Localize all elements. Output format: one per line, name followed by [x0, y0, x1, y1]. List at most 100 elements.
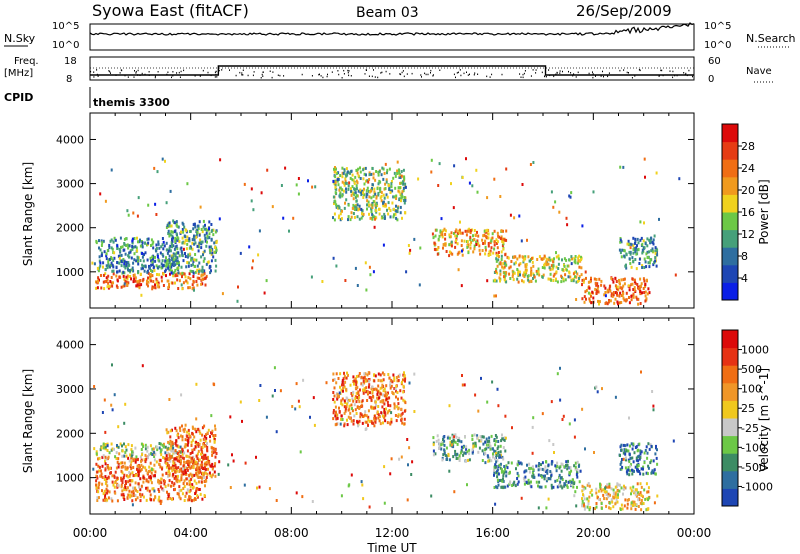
data-cell	[626, 468, 629, 472]
data-cell	[619, 286, 622, 290]
nave-point	[374, 76, 376, 78]
data-cell	[200, 466, 203, 469]
nave-point	[603, 75, 604, 78]
data-cell	[341, 180, 344, 184]
data-cell	[578, 480, 581, 484]
data-cell	[380, 411, 383, 415]
data-cell	[543, 477, 546, 481]
data-cell	[107, 455, 110, 459]
nave-point	[553, 75, 555, 78]
data-cell	[181, 438, 184, 442]
data-cell	[123, 259, 126, 263]
data-cell	[364, 420, 367, 424]
data-cell	[215, 264, 218, 268]
data-cell	[522, 258, 525, 262]
data-cell	[504, 436, 507, 440]
data-cell	[337, 183, 340, 187]
data-cell	[248, 245, 251, 249]
data-cell	[623, 448, 626, 452]
data-cell	[502, 457, 505, 461]
data-cell	[518, 214, 521, 218]
data-cell	[388, 409, 391, 412]
data-cell	[473, 247, 476, 251]
data-cell	[502, 247, 505, 251]
data-cell	[291, 405, 294, 408]
data-cell	[182, 467, 184, 471]
data-cell	[134, 498, 137, 502]
data-cell	[619, 508, 622, 511]
data-cell	[139, 465, 141, 469]
data-cell	[452, 442, 455, 446]
data-cell	[646, 456, 649, 460]
data-cell	[162, 284, 165, 287]
data-cell	[123, 421, 126, 425]
data-cell	[498, 479, 501, 482]
data-cell	[505, 229, 508, 233]
data-cell	[674, 273, 677, 277]
data-cell	[358, 207, 361, 211]
data-cell	[574, 461, 577, 465]
data-cell	[111, 447, 114, 451]
data-cell	[361, 212, 363, 216]
data-cell	[205, 231, 208, 235]
data-cell	[620, 448, 623, 452]
data-cell	[164, 451, 167, 455]
data-cell	[604, 286, 607, 290]
data-cell	[622, 443, 625, 447]
data-cell	[397, 413, 400, 417]
data-cell	[105, 276, 108, 280]
data-cell	[381, 383, 384, 387]
data-cell	[394, 186, 397, 190]
data-cell	[184, 275, 187, 279]
data-cell	[100, 244, 103, 247]
data-cell	[648, 250, 651, 254]
x-tick-label: 00:00	[677, 526, 712, 540]
data-cell	[189, 485, 192, 488]
data-cell	[541, 461, 544, 465]
data-cell	[344, 279, 347, 282]
data-cell	[171, 255, 174, 259]
data-cell	[351, 178, 354, 182]
data-cell	[642, 239, 645, 243]
data-cell	[191, 283, 194, 287]
data-cell	[543, 266, 546, 270]
data-cell	[161, 253, 164, 256]
data-cell	[549, 470, 552, 473]
data-cell	[274, 389, 276, 392]
data-cell	[562, 414, 565, 418]
data-cell	[632, 244, 635, 248]
data-cell	[176, 262, 179, 265]
data-cell	[174, 281, 176, 285]
colorbar-segment	[722, 247, 738, 266]
data-cell	[137, 467, 140, 471]
data-cell	[646, 451, 649, 455]
data-cell	[351, 191, 354, 195]
nave-point	[350, 75, 352, 77]
data-cell	[341, 171, 344, 175]
data-cell	[653, 501, 656, 505]
data-cell	[493, 473, 495, 477]
data-cell	[353, 379, 356, 383]
data-cell	[190, 258, 192, 262]
nave-point	[519, 73, 521, 75]
data-cell	[492, 279, 495, 283]
data-cell	[581, 407, 584, 411]
data-cell	[355, 400, 358, 404]
data-cell	[616, 500, 619, 504]
data-cell	[565, 479, 568, 483]
data-cell	[367, 371, 370, 375]
data-cell	[645, 482, 648, 486]
data-cell	[640, 370, 642, 374]
data-cell	[528, 467, 531, 471]
data-cell	[561, 486, 564, 490]
data-cell	[439, 229, 442, 233]
data-cell	[602, 493, 605, 497]
data-cell	[168, 265, 171, 269]
data-cell	[560, 280, 563, 284]
data-cell	[549, 258, 552, 262]
data-cell	[655, 264, 658, 268]
data-cell	[95, 286, 98, 290]
colorbar-tick-label: 1000	[741, 344, 769, 357]
nave-point	[683, 72, 685, 74]
data-cell	[100, 286, 103, 290]
